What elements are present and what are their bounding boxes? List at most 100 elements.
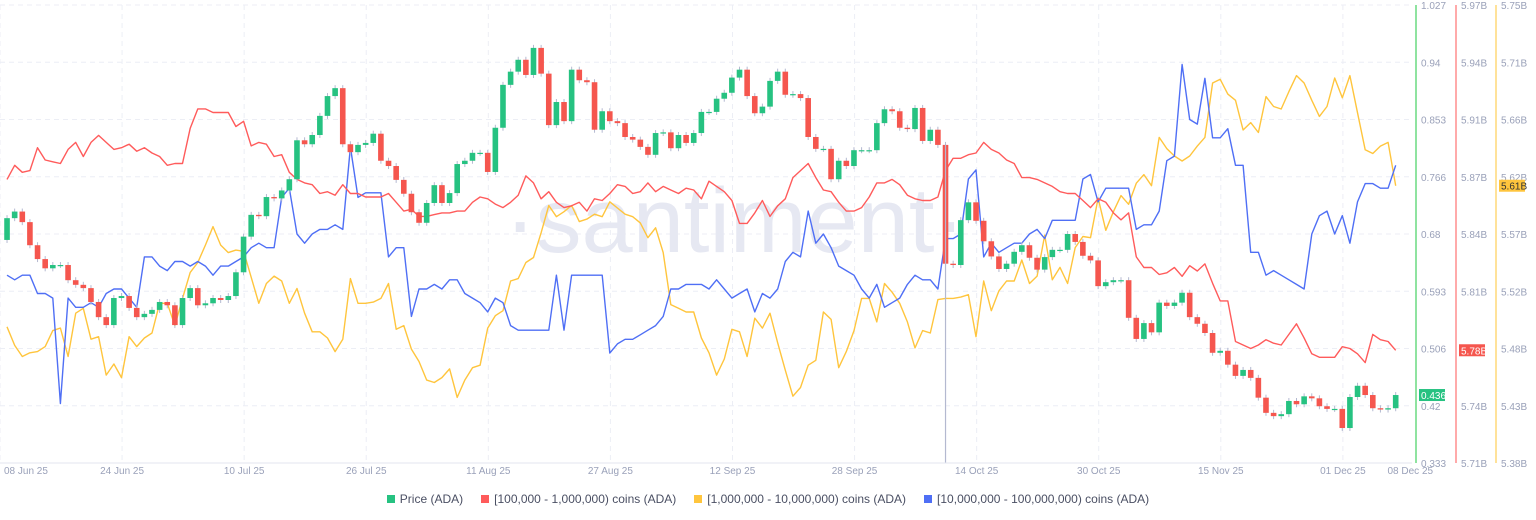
candle — [1194, 314, 1201, 327]
candle-body — [782, 71, 789, 95]
candle-body — [1118, 280, 1124, 282]
candle — [263, 194, 270, 220]
x-tick-label: 26 Jul 25 — [346, 466, 387, 477]
candle — [103, 314, 110, 329]
candle-body — [1141, 323, 1147, 339]
candle — [408, 190, 415, 216]
candle — [1286, 397, 1292, 418]
candle-body — [1240, 369, 1246, 376]
candle-body — [790, 94, 796, 96]
candle-body — [1255, 377, 1262, 398]
candle-body — [828, 148, 834, 180]
candle-body — [355, 144, 361, 153]
candle — [1110, 277, 1117, 286]
candle — [80, 281, 87, 292]
candle-body — [576, 69, 583, 81]
candle-body — [866, 150, 873, 152]
candle — [591, 79, 598, 133]
candle — [507, 68, 514, 88]
legend-swatch — [924, 495, 933, 503]
candle-body — [477, 152, 483, 155]
candle-body — [225, 296, 232, 300]
candle — [1080, 238, 1086, 259]
legend-item-yellow[interactable]: [1,000,000 - 10,000,000) coins (ADA) — [694, 492, 906, 506]
candle — [698, 108, 705, 137]
red-last-badge-bg — [1459, 344, 1485, 357]
candle-body — [1049, 249, 1056, 258]
candle — [904, 124, 911, 133]
candle-body — [362, 142, 369, 145]
candle-body — [301, 140, 308, 145]
candle — [538, 44, 544, 77]
candle — [645, 143, 651, 158]
legend-item-blue[interactable]: [10,000,000 - 100,000,000) coins (ADA) — [924, 492, 1149, 506]
candle-body — [660, 132, 667, 134]
legend-item-price[interactable]: Price (ADA) — [386, 492, 463, 506]
candle-body — [80, 284, 87, 289]
candle-body — [294, 140, 300, 180]
candle-body — [530, 47, 537, 75]
candle-body — [256, 214, 262, 217]
x-tick-label: 12 Sep 25 — [710, 466, 756, 477]
candle — [614, 118, 621, 127]
candle — [202, 300, 209, 309]
candle — [4, 215, 10, 243]
candle — [706, 108, 712, 115]
candle-body — [767, 80, 773, 107]
candle — [1347, 394, 1353, 432]
red-axis-tick-label: 5.71B — [1461, 459, 1487, 470]
candle — [446, 190, 453, 206]
candle — [851, 147, 857, 170]
candle-body — [385, 160, 392, 167]
candle-body — [919, 107, 926, 141]
candle-body — [462, 160, 468, 165]
candle-body — [19, 211, 26, 223]
candle-body — [965, 202, 972, 221]
legend-swatch — [481, 495, 490, 503]
candle — [523, 56, 529, 78]
candle-body — [889, 109, 895, 112]
candle — [1385, 405, 1391, 413]
candle — [133, 304, 140, 321]
legend-label: [10,000,000 - 100,000,000) coins (ADA) — [937, 492, 1150, 506]
candle-body — [1034, 257, 1040, 270]
candle — [1041, 254, 1048, 273]
red-axis-tick-label: 5.84B — [1461, 230, 1487, 241]
yellow-axis-tick-label: 5.71B — [1501, 58, 1527, 69]
candle — [652, 130, 659, 158]
candle — [256, 211, 262, 220]
candle — [1049, 246, 1056, 261]
candle-body — [400, 179, 407, 194]
candle — [759, 103, 766, 117]
candle — [912, 104, 918, 133]
yellow-last-badge: 5.61B — [1499, 179, 1527, 193]
legend-item-red[interactable]: [100,000 - 1,000,000) coins (ADA) — [481, 492, 676, 506]
candle — [1247, 366, 1254, 381]
candle-body — [523, 59, 529, 75]
candle — [378, 130, 384, 164]
candle — [1278, 411, 1285, 420]
candle-body — [698, 111, 705, 134]
candle-body — [614, 121, 621, 124]
candle — [896, 108, 903, 131]
candle — [675, 132, 682, 152]
candle-body — [1217, 350, 1223, 353]
candle — [820, 145, 827, 152]
candle-body — [858, 150, 865, 152]
candle — [1392, 392, 1399, 412]
candle-body — [1003, 263, 1010, 269]
candle — [599, 108, 605, 133]
candle — [95, 298, 102, 321]
candle-body — [339, 88, 346, 145]
legend-swatch — [386, 495, 395, 503]
candle — [1034, 254, 1040, 273]
candle-body — [927, 129, 934, 141]
candle-body — [347, 144, 354, 153]
candle — [65, 262, 71, 284]
candle-body — [194, 288, 201, 306]
candle — [774, 68, 781, 84]
red-axis-tick-label: 5.87B — [1461, 173, 1487, 184]
candle-body — [1308, 396, 1315, 399]
candle — [11, 208, 18, 222]
candle-body — [1064, 234, 1071, 250]
